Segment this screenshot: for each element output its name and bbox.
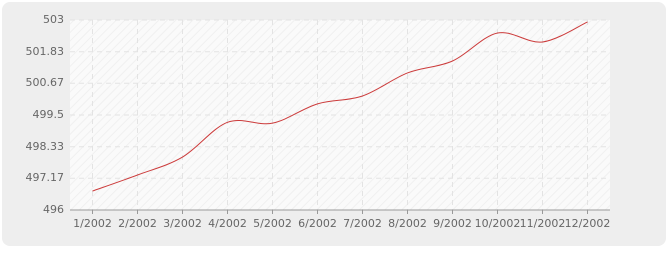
x-tick-label: 3/2002: [163, 217, 202, 230]
x-tick-label: 7/2002: [343, 217, 382, 230]
y-tick-label: 499.5: [33, 108, 65, 121]
y-tick-label: 501.83: [26, 45, 65, 58]
x-tick-label: 1/2002: [73, 217, 112, 230]
x-tick-label: 9/2002: [433, 217, 472, 230]
y-tick-label: 497.17: [26, 171, 65, 184]
x-tick-label: 10/2002: [475, 217, 521, 230]
line: [92, 21, 588, 192]
x-tick-label: 5/2002: [253, 217, 292, 230]
y-tick-label: 498.33: [26, 140, 65, 153]
x-tick-label: 4/2002: [208, 217, 247, 230]
x-tick-label: 6/2002: [298, 217, 337, 230]
y-tick-label: 500.67: [26, 76, 65, 89]
x-tick-label: 2/2002: [118, 217, 157, 230]
x-tick-label: 12/2002: [565, 217, 611, 230]
y-tick-label: 503: [43, 13, 64, 26]
x-tick-label: 8/2002: [388, 217, 427, 230]
x-tick-label: 11/2002: [520, 217, 566, 230]
y-tick-label: 496: [43, 203, 64, 216]
